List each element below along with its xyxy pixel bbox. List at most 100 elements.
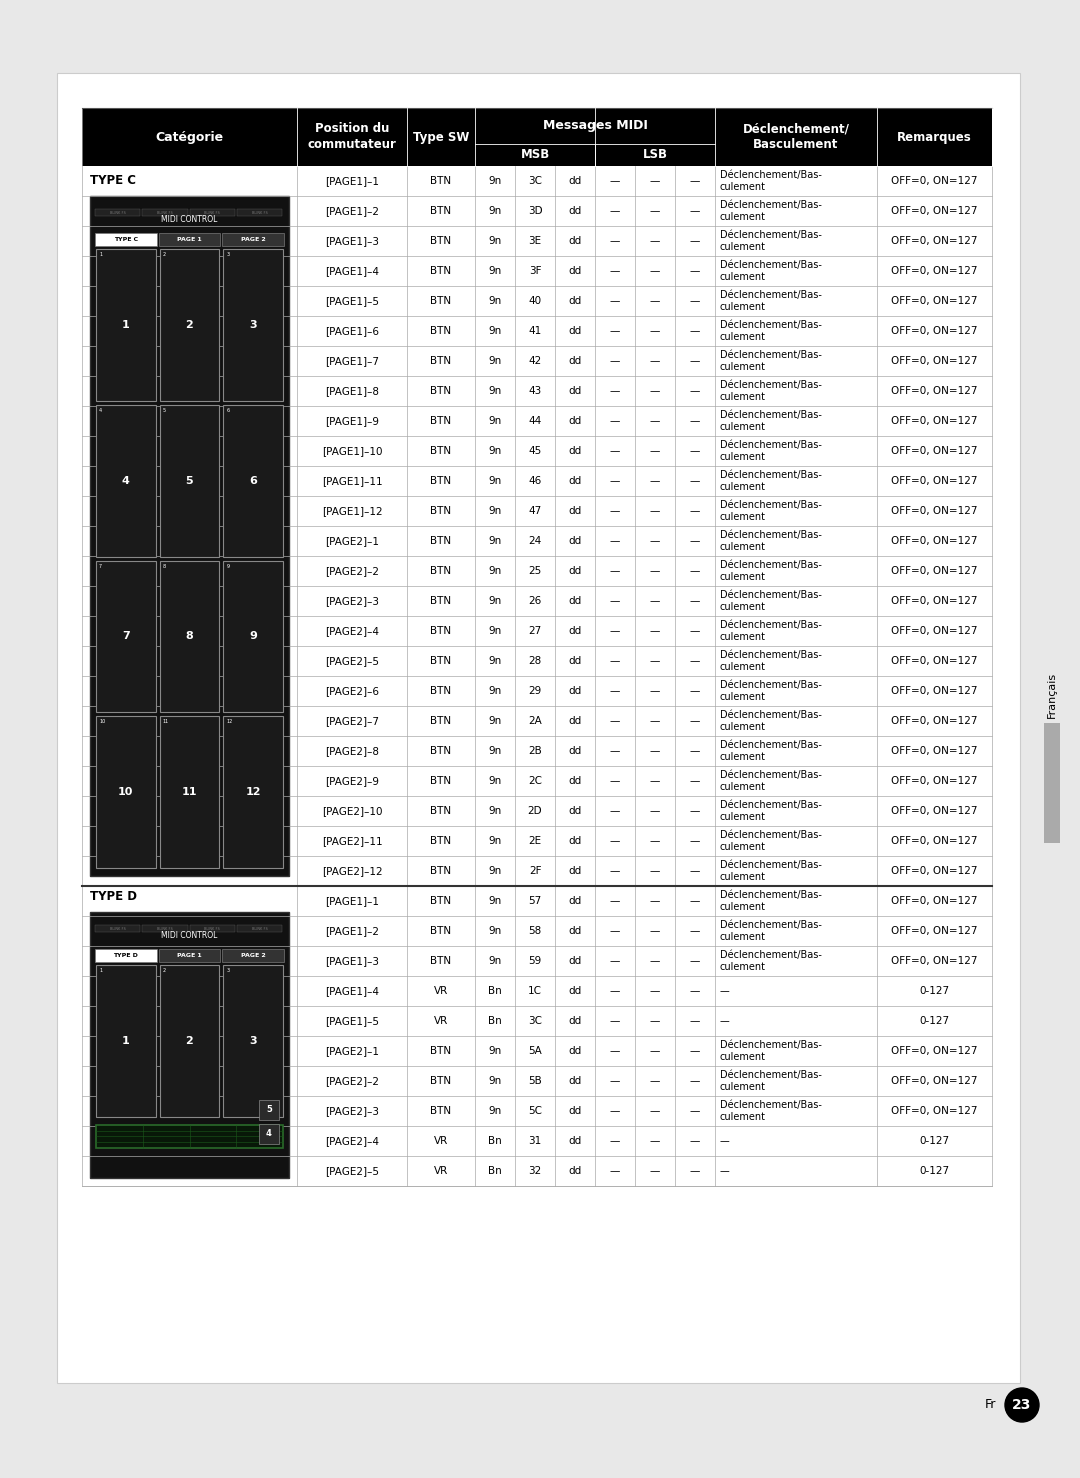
Text: —: — <box>650 806 660 816</box>
Text: BTN: BTN <box>431 446 451 457</box>
Text: Messages MIDI: Messages MIDI <box>542 120 647 133</box>
Text: —: — <box>690 656 700 667</box>
Bar <box>82 826 993 856</box>
Bar <box>82 1126 993 1156</box>
Bar <box>82 316 993 346</box>
Text: —: — <box>690 896 700 906</box>
Text: —: — <box>610 446 620 457</box>
Text: [PAGE2]–2: [PAGE2]–2 <box>325 1076 379 1086</box>
Text: BTN: BTN <box>431 236 451 245</box>
Text: Déclenchement/Bas-
culement: Déclenchement/Bas- culement <box>720 1041 822 1063</box>
Text: Déclenchement/Bas-
culement: Déclenchement/Bas- culement <box>720 200 822 222</box>
Text: 9n: 9n <box>488 866 501 876</box>
Text: OFF=0, ON=127: OFF=0, ON=127 <box>891 356 977 367</box>
Text: [PAGE1]–5: [PAGE1]–5 <box>325 1015 379 1026</box>
Text: dd: dd <box>568 1046 582 1055</box>
Text: [PAGE1]–5: [PAGE1]–5 <box>325 296 379 306</box>
Text: 9n: 9n <box>488 327 501 336</box>
Text: OFF=0, ON=127: OFF=0, ON=127 <box>891 236 977 245</box>
Text: [PAGE2]–7: [PAGE2]–7 <box>325 715 379 726</box>
Text: dd: dd <box>568 956 582 967</box>
Text: 5: 5 <box>163 408 166 412</box>
Text: dd: dd <box>568 866 582 876</box>
Text: 24: 24 <box>528 537 542 545</box>
Text: MIDI CONTROL: MIDI CONTROL <box>161 931 218 940</box>
Text: —: — <box>650 356 660 367</box>
Text: 9n: 9n <box>488 656 501 667</box>
Text: 5C: 5C <box>528 1106 542 1116</box>
Text: 6: 6 <box>227 408 229 412</box>
Text: Déclenchement/Bas-
culement: Déclenchement/Bas- culement <box>720 800 822 822</box>
Text: —: — <box>690 806 700 816</box>
Text: TYPE C: TYPE C <box>113 236 138 242</box>
Text: OFF=0, ON=127: OFF=0, ON=127 <box>891 837 977 845</box>
Text: 2B: 2B <box>528 746 542 757</box>
Bar <box>82 975 993 1007</box>
Text: 3: 3 <box>227 968 229 973</box>
Text: 9n: 9n <box>488 596 501 606</box>
Text: VR: VR <box>434 1137 448 1145</box>
Text: VR: VR <box>434 1166 448 1176</box>
Text: —: — <box>650 896 660 906</box>
Text: 2: 2 <box>186 1036 193 1046</box>
Text: 57: 57 <box>528 896 542 906</box>
Text: —: — <box>610 386 620 396</box>
Bar <box>57 72 1020 1383</box>
Text: BTN: BTN <box>431 566 451 576</box>
Text: BTN: BTN <box>431 1076 451 1086</box>
Text: OFF=0, ON=127: OFF=0, ON=127 <box>891 476 977 486</box>
Text: —: — <box>610 927 620 936</box>
Text: 2: 2 <box>163 253 166 257</box>
Text: dd: dd <box>568 1015 582 1026</box>
Text: —: — <box>610 746 620 757</box>
Text: PAGE 2: PAGE 2 <box>241 953 266 958</box>
Bar <box>237 208 282 216</box>
Text: dd: dd <box>568 266 582 276</box>
Text: —: — <box>610 866 620 876</box>
Text: —: — <box>690 205 700 216</box>
Text: —: — <box>650 837 660 845</box>
Text: dd: dd <box>568 537 582 545</box>
Bar <box>82 526 993 556</box>
Bar <box>82 706 993 736</box>
Text: —: — <box>650 1046 660 1055</box>
Text: —: — <box>690 386 700 396</box>
Text: Catégorie: Catégorie <box>156 130 224 143</box>
Text: —: — <box>610 596 620 606</box>
Bar <box>82 646 993 675</box>
Text: —: — <box>650 715 660 726</box>
Text: 9n: 9n <box>488 566 501 576</box>
Text: [PAGE2]–3: [PAGE2]–3 <box>325 596 379 606</box>
Bar <box>222 234 284 245</box>
Bar <box>82 346 993 375</box>
Text: —: — <box>650 327 660 336</box>
Text: dd: dd <box>568 1106 582 1116</box>
Bar <box>82 916 993 946</box>
Text: [PAGE2]–2: [PAGE2]–2 <box>325 566 379 576</box>
Bar <box>82 287 993 316</box>
Text: Bn: Bn <box>488 1137 502 1145</box>
Text: —: — <box>720 1015 730 1026</box>
Text: dd: dd <box>568 386 582 396</box>
Text: 4: 4 <box>122 476 130 486</box>
Text: BTN: BTN <box>431 296 451 306</box>
Text: PAGE 1: PAGE 1 <box>177 236 202 242</box>
Text: 9n: 9n <box>488 746 501 757</box>
Text: Position du
commutateur: Position du commutateur <box>308 123 396 152</box>
Bar <box>82 736 993 766</box>
Text: 9n: 9n <box>488 927 501 936</box>
Bar <box>259 1100 279 1120</box>
Text: 2C: 2C <box>528 776 542 786</box>
Text: —: — <box>610 236 620 245</box>
Bar <box>82 466 993 497</box>
Text: dd: dd <box>568 566 582 576</box>
Text: —: — <box>650 1106 660 1116</box>
Text: 31: 31 <box>528 1137 542 1145</box>
Text: —: — <box>610 986 620 996</box>
Text: TYPE D: TYPE D <box>90 890 137 903</box>
Text: Déclenchement/Bas-
culement: Déclenchement/Bas- culement <box>720 919 822 941</box>
Text: dd: dd <box>568 927 582 936</box>
Text: —: — <box>690 446 700 457</box>
Text: 2: 2 <box>186 319 193 330</box>
Bar <box>96 717 156 868</box>
